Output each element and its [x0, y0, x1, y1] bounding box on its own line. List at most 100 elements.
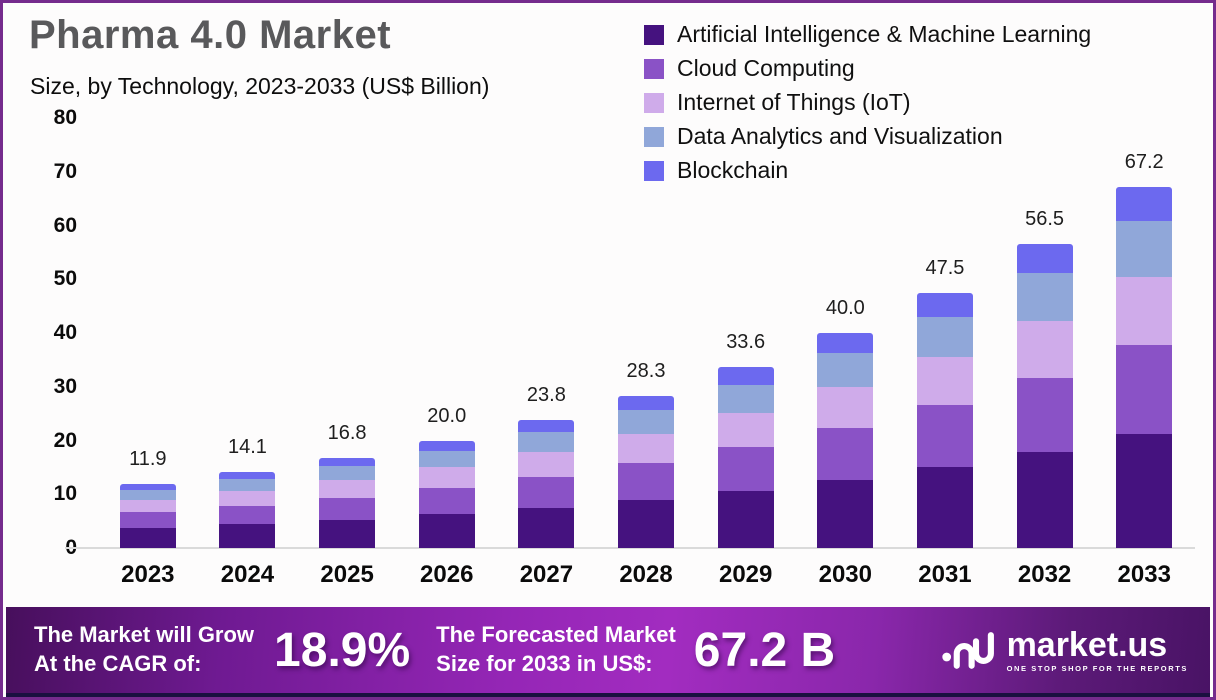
bar-total-label: 16.8 [327, 421, 367, 444]
bar-segment [916, 292, 973, 317]
x-axis-label: 2029 [718, 561, 773, 588]
y-tick-label: 10 [53, 482, 77, 506]
legend-item: Cloud Computing [644, 55, 1091, 82]
legend-swatch-icon [644, 92, 664, 113]
bar-segment [1016, 244, 1073, 274]
bar-segment [618, 410, 675, 435]
bar-segment [717, 384, 774, 413]
bar-total-label: 20.0 [427, 404, 467, 427]
y-tick-label: 20 [53, 428, 77, 452]
bars: 11.9 14.1 16.8 20.0 23.8 28.3 33.6 40.0 47.5 56.5… [98, 118, 1194, 548]
bar-segment [518, 476, 575, 508]
bar-segment [119, 489, 176, 500]
bar-segment [1016, 378, 1073, 453]
cagr-label: The Market will Grow At the CAGR of: [34, 621, 254, 678]
cagr-label-line1: The Market will Grow [34, 622, 255, 648]
marketus-logo-textblock: market.us ONE STOP SHOP FOR THE REPORTS [1007, 628, 1188, 673]
bar-total-label: 11.9 [129, 448, 167, 471]
forecast-value: 67.2 B [693, 623, 836, 677]
bar-segment [518, 452, 575, 477]
bar-segment [119, 512, 176, 528]
bar-segment [1116, 220, 1173, 277]
y-tick-label: 40 [53, 321, 77, 344]
bar-stack [618, 395, 675, 548]
bar-column: 47.5 [895, 257, 995, 548]
bar-segment [1016, 320, 1073, 379]
x-axis-label: 2028 [619, 561, 673, 588]
bar-segment [418, 487, 475, 515]
x-axis-label: 2027 [519, 561, 574, 588]
bar-column: 67.2 [1094, 151, 1194, 548]
bar-segment [916, 405, 973, 468]
marketus-logo-text: market.us [1006, 625, 1168, 664]
bar-segment [418, 440, 475, 451]
bar-total-label: 14.1 [227, 436, 267, 459]
legend-label: Cloud Computing [677, 55, 855, 81]
legend-item: Data Analytics and Visualization [644, 123, 1091, 150]
bar-total-label: 23.8 [526, 384, 566, 407]
x-axis: 2023 2024 2025 2026 2027 2028 2029 2030 2031 2032… [98, 561, 1194, 589]
x-axis-label: 2033 [1117, 561, 1171, 588]
bar-segment [916, 316, 973, 357]
x-axis-label: 2030 [818, 561, 872, 588]
bar-segment [518, 432, 575, 453]
bar-segment [219, 479, 276, 492]
y-tick-label: 30 [53, 374, 77, 398]
bar-segment [219, 491, 276, 506]
forecast-label-line1: The Forecasted Market [436, 622, 676, 648]
bottom-banner: The Market will Grow At the CAGR of: 18.… [6, 607, 1210, 693]
bar-segment [717, 367, 774, 385]
marketus-logo-icon [941, 632, 994, 669]
bar-stack [1016, 244, 1073, 548]
bar-segment [119, 527, 176, 548]
x-axis-line [65, 547, 1195, 549]
bar-segment [618, 395, 675, 411]
bar-segment [1116, 434, 1173, 548]
bar-segment [319, 457, 376, 467]
legend: Artificial Intelligence & Machine Learni… [644, 21, 1091, 184]
legend-label: Internet of Things (IoT) [677, 89, 911, 115]
legend-swatch-icon [644, 58, 664, 79]
bar-segment [817, 333, 874, 354]
bar-segment [518, 420, 575, 433]
bar-segment [916, 467, 973, 548]
legend-label: Blockchain [677, 157, 789, 183]
x-axis-label: 2032 [1017, 561, 1072, 588]
forecast-label-line2: Size for 2033 in US$: [436, 651, 653, 676]
y-tick-label: 80 [53, 106, 77, 129]
bar-stack [817, 333, 874, 548]
bar-segment [1116, 276, 1173, 346]
page-title: Pharma 4.0 Market [29, 13, 392, 57]
bar-segment [219, 505, 276, 525]
legend-swatch-icon [644, 126, 664, 147]
bar-segment [219, 472, 276, 480]
y-tick-label: 50 [53, 267, 77, 291]
bar-segment [219, 524, 276, 548]
cagr-value: 18.9% [274, 623, 411, 677]
bar-segment [119, 484, 176, 490]
legend-label: Data Analytics and Visualization [677, 123, 1003, 149]
legend-swatch-icon [644, 160, 664, 181]
x-axis-label: 2026 [420, 561, 474, 588]
bar-segment [319, 466, 376, 481]
x-axis-label: 2031 [918, 561, 972, 588]
bar-column: 40.0 [795, 297, 895, 548]
bar-column: 11.9 [98, 448, 198, 548]
bar-segment [618, 434, 675, 464]
bar-segment [618, 463, 675, 501]
bar-total-label: 33.6 [726, 331, 766, 354]
bar-column: 16.8 [297, 422, 397, 548]
bar-segment [518, 507, 575, 548]
bar-segment [916, 356, 973, 406]
y-tick-label: 60 [53, 213, 77, 237]
bar-column: 28.3 [596, 360, 696, 548]
bar-segment [119, 499, 176, 513]
y-tick-label: 70 [53, 159, 77, 183]
bar-total-label: 28.3 [626, 359, 666, 382]
bar-stack [418, 440, 475, 548]
bar-total-label: 67.2 [1124, 150, 1164, 173]
bar-segment [817, 386, 874, 428]
bar-column: 56.5 [995, 208, 1095, 548]
bar-total-label: 40.0 [825, 297, 865, 320]
